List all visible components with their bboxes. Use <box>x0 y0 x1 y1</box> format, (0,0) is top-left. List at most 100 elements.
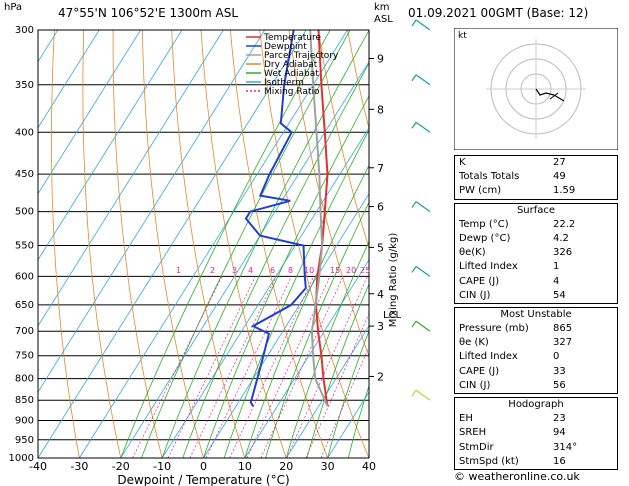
temperature-line <box>314 30 329 407</box>
datetime-title: 01.09.2021 00GMT (Base: 12) <box>408 6 589 20</box>
mixing-ratio-value-label: 3 <box>232 266 237 275</box>
index-name: StmSpd (kt) <box>459 455 519 467</box>
wet-adiabat <box>203 95 369 458</box>
index-name: CAPE (J) <box>459 365 500 377</box>
dry-adiabat <box>142 30 204 458</box>
mixing-ratio-line <box>305 312 369 458</box>
wet-adiabat <box>306 283 369 458</box>
index-name: CAPE (J) <box>459 275 500 287</box>
indices-panel: K 27 Totals Totals 49 PW (cm) 1.59 Surface Tem… <box>454 155 618 473</box>
index-name: StmDir <box>459 441 494 453</box>
legend-item-label: Parcel Trajectory <box>264 51 339 61</box>
isotherm-line <box>38 30 100 129</box>
index-name: Lifted Index <box>459 261 518 273</box>
mixing-ratio-value-label: 2 <box>210 266 215 275</box>
index-value: 49 <box>553 171 566 183</box>
isotherm-line <box>120 60 369 458</box>
index-row: StmDir 314° <box>455 441 617 455</box>
hodograph-panel: kt <box>454 28 618 150</box>
temperature-tick-label: -20 <box>112 460 130 473</box>
index-value: 33 <box>553 365 566 377</box>
index-name: Dewp (°C) <box>459 232 511 244</box>
index-value: 327 <box>553 337 573 349</box>
dry-adiabat <box>171 30 246 458</box>
index-name: CIN (J) <box>459 289 491 301</box>
legend-item-label: Isotherm <box>264 78 304 88</box>
hodograph-trace <box>535 88 565 102</box>
index-name: Totals Totals <box>459 171 520 183</box>
index-name: Lifted Index <box>459 351 518 363</box>
index-row: θe (K) 327 <box>455 336 617 350</box>
pressure-tick-label: 750 <box>15 351 34 362</box>
pressure-tick-label: 450 <box>15 169 34 180</box>
index-value: 23 <box>553 413 566 425</box>
pressure-tick-label: 1000 <box>9 453 34 464</box>
dry-adiabat <box>82 30 122 458</box>
index-row: PW (cm) 1.59 <box>455 184 617 198</box>
isotherm-line <box>38 30 266 393</box>
storm-motion-arrow <box>549 92 559 100</box>
index-name: K <box>459 157 466 168</box>
wet-adiabat <box>347 384 369 458</box>
index-name: Pressure (mb) <box>459 323 529 335</box>
index-value: 865 <box>553 323 573 335</box>
legend-item-label: Dewpoint <box>264 42 307 52</box>
km-tick-label: 9 <box>377 52 384 65</box>
asl-label: ASL <box>374 14 393 25</box>
pressure-tick-label: 700 <box>15 326 34 337</box>
most-unstable-box: Most Unstable Pressure (mb) 865 θe (K) 327 Li… <box>454 306 618 394</box>
isotherm-line <box>38 30 307 458</box>
index-value: 56 <box>553 379 566 391</box>
mixing-ratio-axis-label: Mixing Ratio (g/kg) <box>388 233 399 328</box>
index-row: θe(K) 326 <box>455 246 617 260</box>
legend-item-label: Wet Adiabat <box>264 69 319 79</box>
wet-adiabat <box>141 30 351 458</box>
credit-text: © weatheronline.co.uk <box>454 470 580 483</box>
wind-barb <box>411 389 431 401</box>
pressure-tick-label: 300 <box>15 25 34 36</box>
pressure-tick-label: 350 <box>15 80 34 91</box>
parcel-trajectory-line <box>309 30 329 407</box>
pressure-tick-label: 400 <box>15 127 34 138</box>
index-row: Dewp (°C) 4.2 <box>455 232 617 246</box>
index-value: 54 <box>553 289 566 301</box>
pressure-tick-label: 900 <box>15 416 34 427</box>
lcl-label: LCL <box>383 310 402 321</box>
pressure-tick-label: 500 <box>15 207 34 218</box>
mixing-ratio-line <box>132 276 223 458</box>
mixing-ratio-value-label: 15 <box>330 266 340 275</box>
index-row: CIN (J) 54 <box>455 289 617 303</box>
mixing-ratio-line <box>320 345 369 458</box>
wet-adiabat <box>265 201 369 458</box>
wind-barb <box>411 201 431 213</box>
index-name: EH <box>459 413 473 425</box>
temperature-tick-label: -30 <box>70 460 88 473</box>
pressure-tick-label: 650 <box>15 300 34 311</box>
pressure-tick-label: 550 <box>15 240 34 251</box>
dry-adiabat <box>288 30 369 358</box>
index-value: 22.2 <box>553 218 576 230</box>
index-value: 1 <box>553 261 560 273</box>
hodograph-unit-label: kt <box>458 31 467 41</box>
index-row: Temp (°C) 22.2 <box>455 218 617 232</box>
stability-box: K 27 Totals Totals 49 PW (cm) 1.59 <box>454 155 618 200</box>
x-axis-label: Dewpoint / Temperature (°C) <box>117 473 289 486</box>
mixing-ratio-line <box>229 276 314 458</box>
km-tick-label: 6 <box>377 201 384 214</box>
hodograph-stats-box: Hodograph EH 23 SREH 94 StmDir 314° StmSpd (kt)… <box>454 397 618 470</box>
index-value: 16 <box>553 455 566 467</box>
index-name: SREH <box>459 427 487 439</box>
km-tick-label: 3 <box>377 320 384 333</box>
km-tick-label: 4 <box>377 288 384 301</box>
wind-barb <box>411 74 431 86</box>
wet-adiabat <box>244 164 369 458</box>
index-value: 326 <box>553 247 573 259</box>
mixing-ratio-value-label: 25 <box>360 266 370 275</box>
index-value: 1.59 <box>553 185 576 197</box>
mixing-ratio-value-label: 10 <box>304 266 314 275</box>
mixing-ratio-value-label: 8 <box>288 266 293 275</box>
wind-barb <box>411 121 431 133</box>
pressure-tick-label: 850 <box>15 395 34 406</box>
index-row: K 27 <box>455 156 617 170</box>
